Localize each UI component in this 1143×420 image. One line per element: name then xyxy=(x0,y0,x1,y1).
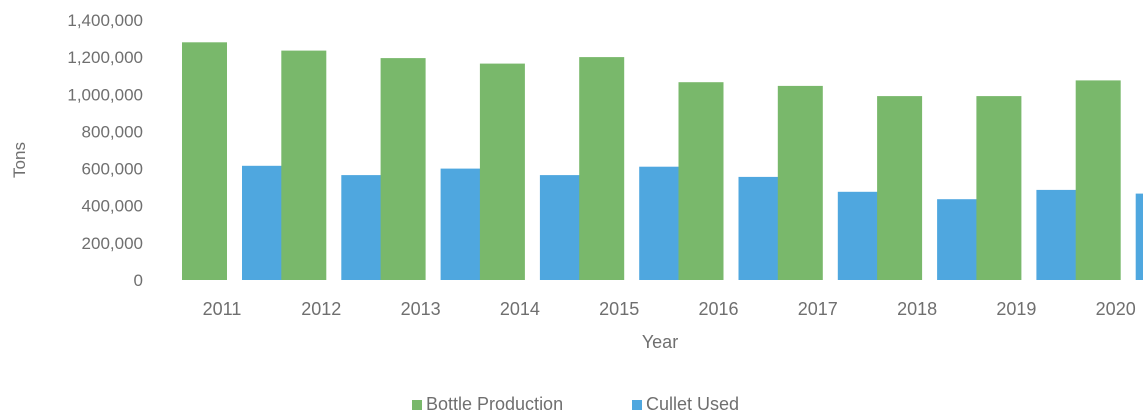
bar-cullet-used xyxy=(1036,189,1082,280)
legend-swatch xyxy=(632,400,642,410)
bar-bottle-production xyxy=(479,63,525,280)
bar-groups xyxy=(182,42,1143,281)
y-axis-label: Tons xyxy=(10,142,29,178)
x-tick-label: 2012 xyxy=(301,299,341,319)
x-tick-label: 2016 xyxy=(698,299,738,319)
bar-bottle-production xyxy=(777,85,823,281)
bar-cullet-used xyxy=(242,165,287,280)
legend-swatch xyxy=(412,400,422,410)
bar-bottle-production xyxy=(281,50,327,280)
bar-bottle-production xyxy=(182,42,227,280)
x-tick-label: 2018 xyxy=(897,299,937,319)
y-tick-label: 1,200,000 xyxy=(67,48,143,67)
x-axis-label: Year xyxy=(642,332,678,352)
bar-cullet-used xyxy=(639,166,685,280)
bar-bottle-production xyxy=(380,58,426,280)
bar-cullet-used xyxy=(937,199,983,280)
bar-bottle-production xyxy=(1075,80,1121,281)
bar-cullet-used xyxy=(539,175,585,280)
x-tick-label: 2014 xyxy=(500,299,540,319)
legend-label: Cullet Used xyxy=(646,394,739,414)
bar-bottle-production xyxy=(976,96,1022,280)
bar-bottle-production xyxy=(877,96,923,280)
y-tick-label: 200,000 xyxy=(82,234,143,253)
x-tick-label: 2019 xyxy=(996,299,1036,319)
legend: Bottle Production Cullet Used xyxy=(412,394,739,414)
y-tick-label: 600,000 xyxy=(82,160,143,179)
bar-cullet-used xyxy=(440,168,486,280)
y-tick-label: 1,000,000 xyxy=(67,85,143,104)
legend-item-bottle-production: Bottle Production xyxy=(412,394,563,414)
x-tick-label: 2013 xyxy=(401,299,441,319)
bar-cullet-used xyxy=(837,191,883,280)
x-tick-label: 2011 xyxy=(203,299,242,319)
x-tick-label: 2015 xyxy=(599,299,639,319)
bar-bottle-production xyxy=(579,57,625,280)
bar-cullet-used xyxy=(1135,193,1143,280)
bar-bottle-production xyxy=(678,82,724,280)
y-tick-label: 800,000 xyxy=(82,122,143,141)
x-tick-label: 2020 xyxy=(1096,299,1136,319)
y-tick-label: 0 xyxy=(134,271,143,290)
y-tick-label: 400,000 xyxy=(82,197,143,216)
legend-item-cullet-used: Cullet Used xyxy=(632,394,739,414)
legend-label: Bottle Production xyxy=(426,394,563,414)
x-axis-ticks: 2011 2012 2013 2014 2015 2016 2017 2018 2019 2020 xyxy=(203,299,1136,319)
x-tick-label: 2017 xyxy=(798,299,838,319)
bar-cullet-used xyxy=(341,175,387,280)
y-tick-label: 1,400,000 xyxy=(67,11,143,30)
y-axis-ticks: 0 200,000 400,000 600,000 800,000 1,000,000 1,… xyxy=(67,11,143,290)
bar-cullet-used xyxy=(738,176,784,280)
